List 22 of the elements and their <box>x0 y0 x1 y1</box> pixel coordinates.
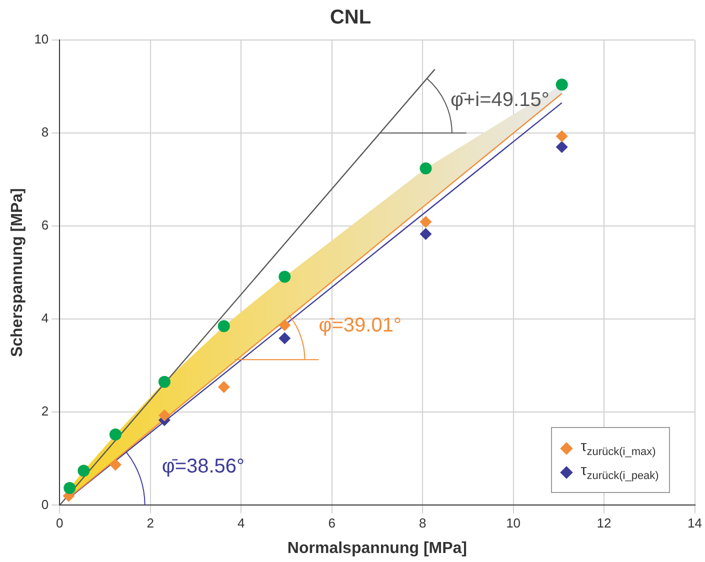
y-tick-label: 10 <box>34 32 49 47</box>
legend-label: τ$_{zurück(i_max)}$ <box>580 438 656 458</box>
x-tick-label: 2 <box>146 516 154 531</box>
y-tick-label: 8 <box>41 124 49 140</box>
annotation: φ̄=39.01° <box>318 314 402 337</box>
x-tick-label: 10 <box>506 516 521 531</box>
annotation: φ̄=38.56° <box>162 456 245 478</box>
y-tick-label: 4 <box>41 310 49 326</box>
y-tick-label: 2 <box>41 404 49 419</box>
y-tick-label: 0 <box>41 496 49 512</box>
x-axis-title: Normalspannung [MPa] <box>287 540 467 557</box>
x-tick-label: 14 <box>688 516 702 531</box>
annotation: φ̄+i=49.15° <box>450 89 550 112</box>
y-tick-label: 6 <box>41 218 49 233</box>
legend-label: τ$_{zurück(i_peak)}$ <box>580 462 659 482</box>
y-axis-title: Scherspannung [MPa] <box>9 188 26 358</box>
x-tick-label: 0 <box>56 516 64 531</box>
x-tick-label: 6 <box>328 516 336 531</box>
x-tick-label: 8 <box>418 516 426 531</box>
x-tick-label: 4 <box>238 516 245 531</box>
x-tick-label: 12 <box>596 516 612 531</box>
chart-title: CNL <box>330 6 372 29</box>
